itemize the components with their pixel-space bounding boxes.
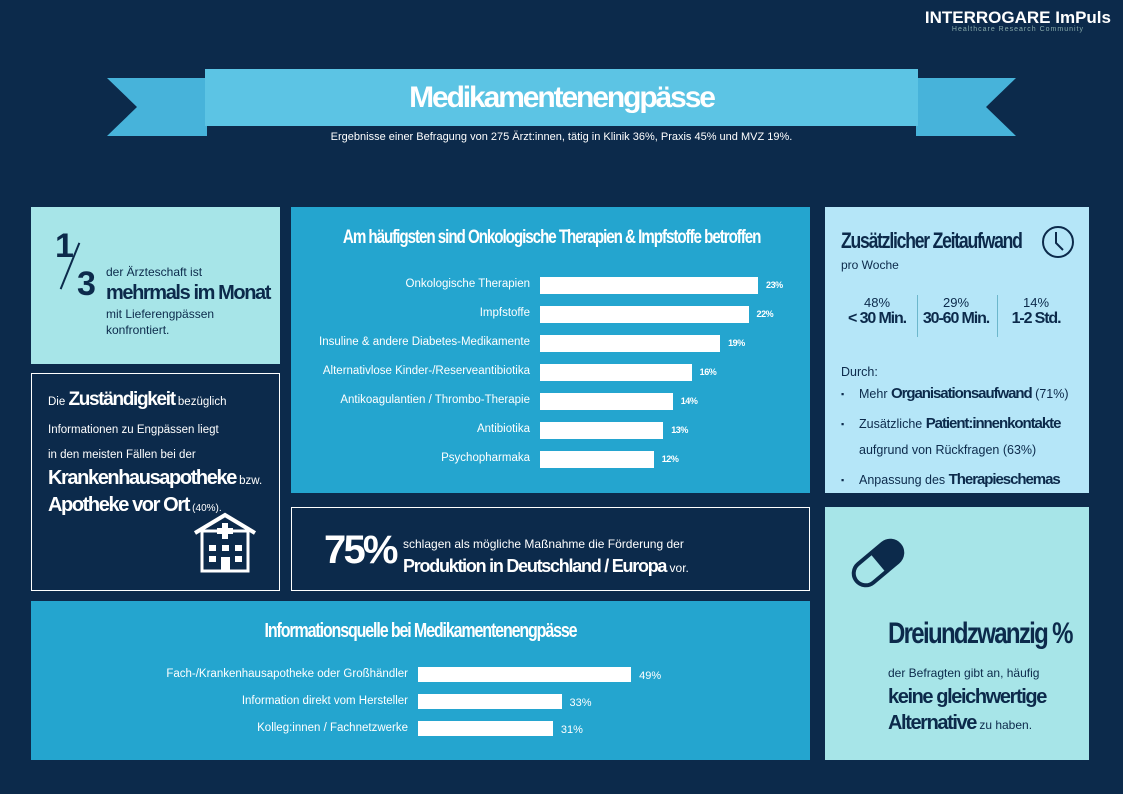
time-col: 14% 1-2 Std. xyxy=(998,295,1074,328)
durch-label: Durch: xyxy=(841,365,878,379)
ribbon-tail-right xyxy=(916,78,1016,136)
category-label: Insuline & andere Diabetes-Medikamente xyxy=(319,336,530,348)
value-label: 31% xyxy=(560,724,583,736)
measure-card: 75% schlagen als mögliche Maßnahme die F… xyxy=(291,507,810,591)
fraction-denominator: 3 xyxy=(77,265,96,303)
bar xyxy=(540,364,692,381)
time-pct: 29% xyxy=(942,295,970,310)
value-label: 16% xyxy=(699,367,717,377)
measure-text2: vor. xyxy=(669,561,689,575)
value-label: 22% xyxy=(756,309,774,319)
category-label: Alternativlose Kinder-/Reserveantibiotik… xyxy=(322,365,530,377)
value-label: 19% xyxy=(728,338,745,348)
time-label: < 30 Min. xyxy=(848,310,907,327)
alt-big: Dreiundzwanzig % xyxy=(888,617,1073,650)
chart2-title: Informationsquelle bei Medikamentenengpä… xyxy=(264,620,578,642)
time-pct: 48% xyxy=(863,295,891,310)
bar xyxy=(540,451,654,468)
alt-bold1: keine gleichwertige xyxy=(888,686,1047,708)
fraction-pre: der Ärzteschaft ist xyxy=(106,265,203,279)
list-item: Mehr Organisationsaufwand (71%) xyxy=(841,383,1086,405)
bar xyxy=(540,277,759,294)
category-label: Onkologische Therapien xyxy=(405,278,530,290)
measure-percent: 75% xyxy=(324,528,398,572)
value-label: 23% xyxy=(766,280,783,290)
alt-text: der Befragten gibt an, häufig xyxy=(888,666,1040,680)
bold-apotheke: Apotheke vor Ort xyxy=(48,494,190,516)
clock-icon xyxy=(1042,226,1074,258)
category-label: Fach-/Krankenhausapotheke oder Großhändl… xyxy=(166,668,408,680)
ribbon-tail-left xyxy=(107,78,207,136)
page-title: Medikamentenengpässe xyxy=(409,81,716,114)
time-col: 48% < 30 Min. xyxy=(839,295,915,328)
value-label: 14% xyxy=(680,396,698,406)
bar xyxy=(540,393,673,410)
text: bzw. xyxy=(239,475,263,487)
reasons-list: Mehr Organisationsaufwand (71%) Zusätzli… xyxy=(841,383,1086,519)
bar xyxy=(418,694,562,709)
text: in den meisten Fällen bei der xyxy=(48,449,196,461)
fraction-post1: mit Lieferengpässen xyxy=(106,307,215,321)
measure-text: schlagen als mögliche Maßnahme die Förde… xyxy=(403,537,684,551)
pill-icon xyxy=(851,538,905,588)
time-sub: pro Woche xyxy=(841,258,899,272)
list-item: Zusätzliche Patient:innenkontakteaufgrun… xyxy=(841,411,1086,463)
category-label: Antikoagulantien / Thrombo-Therapie xyxy=(340,394,530,406)
value-label: 12% xyxy=(661,454,679,464)
category-label: Psychopharmaka xyxy=(441,452,530,464)
alt-text2: zu haben. xyxy=(979,718,1033,732)
text: Informationen zu Engpässen liegt xyxy=(48,424,219,436)
category-label: Antibiotika xyxy=(476,423,530,435)
list-item: Anpassung des Therapieschemas (50%) xyxy=(841,469,1086,513)
fraction-card: 1 3 der Ärzteschaft ist mehrmals im Mona… xyxy=(31,207,280,364)
divider xyxy=(917,295,918,337)
zustaendigkeit-card: Die Zuständigkeit bezüglich Informatione… xyxy=(31,373,280,591)
hospital-icon xyxy=(193,512,257,573)
bar xyxy=(540,422,664,439)
time-label: 30-60 Min. xyxy=(922,310,990,327)
bar xyxy=(418,721,553,736)
value-label: 33% xyxy=(569,697,592,709)
bold-krankenhausapotheke: Krankenhausapotheke xyxy=(48,467,237,489)
text: (40%). xyxy=(192,503,222,514)
affected-drugs-chart: Am häufigsten sind Onkologische Therapie… xyxy=(291,207,810,493)
logo-name: INTERROGARE ImPuls xyxy=(924,8,1111,27)
alternative-card: Dreiundzwanzig % der Befragten gibt an, … xyxy=(825,507,1089,760)
bar xyxy=(540,306,749,323)
time-pct: 14% xyxy=(1022,295,1050,310)
fraction-bold: mehrmals im Monat xyxy=(106,282,271,304)
measure-bold: Produktion in Deutschland / Europa xyxy=(403,556,667,576)
bold-zustaendigkeit: Zuständigkeit xyxy=(68,389,176,410)
logo-tagline: Healthcare Research Community xyxy=(951,26,1084,33)
logo: INTERROGARE ImPuls Healthcare Research C… xyxy=(925,8,1111,33)
text: bezüglich xyxy=(177,396,227,408)
bar xyxy=(540,335,721,352)
information-source-chart: Informationsquelle bei Medikamentenengpä… xyxy=(31,601,810,760)
chart1-title: Am häufigsten sind Onkologische Therapie… xyxy=(342,227,762,248)
time-label: 1-2 Std. xyxy=(1011,310,1062,327)
category-label: Information direkt vom Hersteller xyxy=(241,695,408,707)
title-ribbon: Medikamentenengpässe xyxy=(205,69,918,126)
subtitle: Ergebnisse einer Befragung von 275 Ärzt:… xyxy=(330,131,793,143)
category-label: Impfstoffe xyxy=(479,307,530,319)
fraction-post2: konfrontiert. xyxy=(106,323,170,337)
time-col: 29% 30-60 Min. xyxy=(918,295,994,328)
category-label: Kolleg:innen / Fachnetzwerke xyxy=(257,722,408,734)
value-label: 13% xyxy=(671,425,688,435)
value-label: 49% xyxy=(639,670,662,682)
text: Die xyxy=(48,396,66,408)
bar xyxy=(418,667,632,682)
fraction-numerator: 1 xyxy=(55,227,74,265)
time-title: Zusätzlicher Zeitaufwand xyxy=(841,228,1023,253)
divider xyxy=(997,295,998,337)
time-effort-card: Zusätzlicher Zeitaufwand pro Woche 48% < … xyxy=(825,207,1089,509)
alt-bold2: Alternative xyxy=(888,712,977,734)
